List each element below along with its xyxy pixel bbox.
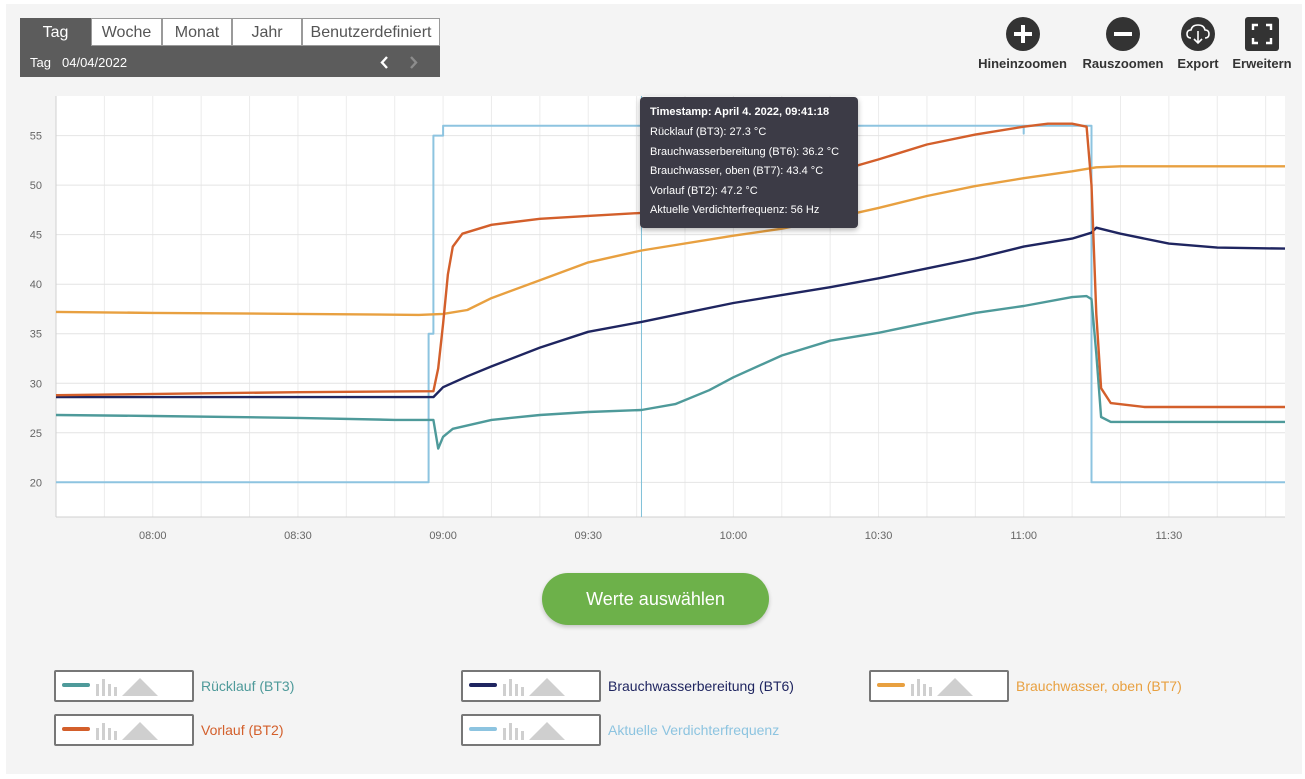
tab-benutzerdefiniert[interactable]: Benutzerdefiniert — [302, 18, 440, 46]
export-label: Export — [1177, 56, 1219, 71]
minus-circle-icon — [1106, 17, 1140, 51]
chart-type-icon — [96, 678, 158, 696]
x-tick-label: 10:00 — [720, 530, 748, 542]
time-range-selector: Tag Woche Monat Jahr Benutzerdefiniert T… — [20, 18, 440, 77]
x-tick-label: 11:00 — [1010, 530, 1037, 542]
legend-swatch — [877, 683, 905, 687]
series-line-bt7[interactable] — [55, 165, 1285, 317]
range-tabs: Tag Woche Monat Jahr Benutzerdefiniert — [20, 18, 440, 46]
legend-toggle[interactable] — [461, 714, 601, 746]
expand-icon — [1245, 17, 1279, 51]
tooltip-line-frequency: Aktuelle Verdichterfrequenz: 56 Hz — [650, 204, 820, 216]
expand-label: Erweitern — [1232, 56, 1292, 71]
y-tick-label: 55 — [30, 131, 42, 143]
x-tick-label: 10:30 — [865, 530, 893, 542]
export-button[interactable]: Export — [1176, 16, 1220, 71]
zoom-out-button[interactable]: Rauszoomen — [1082, 16, 1164, 71]
zoom-out-label: Rauszoomen — [1082, 56, 1164, 71]
legend-label: Vorlauf (BT2) — [201, 722, 284, 738]
tooltip-line-bt6: Brauchwasserbereitung (BT6): 36.2 °C — [650, 146, 840, 158]
date-row: Tag 04/04/2022 — [20, 48, 440, 77]
tooltip-title: Timestamp: April 4. 2022, 09:41:18 — [650, 106, 830, 118]
y-tick-label: 25 — [30, 428, 42, 440]
legend-toggle[interactable] — [54, 714, 194, 746]
legend-label: Brauchwasser, oben (BT7) — [1016, 678, 1182, 694]
y-tick-label: 30 — [30, 378, 42, 390]
legend-swatch — [469, 683, 497, 687]
x-tick-label: 11:30 — [1156, 530, 1183, 542]
x-tick-label: 09:30 — [574, 530, 602, 542]
tab-monat[interactable]: Monat — [162, 18, 232, 46]
chevron-left-icon[interactable] — [374, 48, 396, 77]
chart-type-icon — [503, 678, 565, 696]
plus-circle-icon — [1005, 17, 1040, 51]
x-tick-label: 08:30 — [284, 530, 312, 542]
expand-button[interactable]: Erweitern — [1230, 16, 1294, 71]
x-tick-label: 08:00 — [139, 530, 167, 542]
period-label: Tag — [30, 55, 51, 70]
chart-type-icon — [96, 722, 158, 740]
tab-tag[interactable]: Tag — [20, 18, 91, 46]
series-line-bt3[interactable] — [55, 294, 1285, 450]
legend-swatch — [62, 683, 90, 687]
tooltip-line-bt3: Rücklauf (BT3): 27.3 °C — [650, 126, 767, 138]
series-line-frequency[interactable] — [56, 124, 1285, 484]
tab-jahr[interactable]: Jahr — [232, 18, 302, 46]
legend-swatch — [62, 727, 90, 731]
legend-label: Brauchwasserbereitung (BT6) — [608, 678, 794, 694]
tooltip-line-bt2: Vorlauf (BT2): 47.2 °C — [650, 185, 758, 197]
zoom-in-label: Hineinzoomen — [978, 56, 1067, 71]
y-tick-label: 45 — [30, 230, 42, 242]
legend-swatch — [469, 727, 497, 731]
tab-woche[interactable]: Woche — [91, 18, 162, 46]
x-tick-label: 09:00 — [429, 530, 457, 542]
tooltip-line-bt7: Brauchwasser, oben (BT7): 43.4 °C — [650, 165, 824, 177]
chart-tooltip: Timestamp: April 4. 2022, 09:41:18 Rückl… — [640, 97, 858, 228]
y-tick-label: 40 — [30, 279, 42, 291]
legend-toggle[interactable] — [461, 670, 601, 702]
date-value[interactable]: 04/04/2022 — [62, 55, 128, 70]
series-line-bt6[interactable] — [56, 226, 1286, 399]
legend-label: Rücklauf (BT3) — [201, 678, 295, 694]
legend-label: Aktuelle Verdichterfrequenz — [608, 722, 780, 738]
y-tick-label: 35 — [30, 329, 42, 341]
y-tick-label: 50 — [30, 180, 42, 192]
chevron-right-icon[interactable] — [402, 48, 424, 77]
cloud-download-icon — [1181, 17, 1215, 51]
zoom-in-button[interactable]: Hineinzoomen — [977, 16, 1068, 71]
y-tick-label: 20 — [30, 477, 42, 489]
select-values-button[interactable]: Werte auswählen — [542, 573, 769, 625]
legend-toggle[interactable] — [869, 670, 1009, 702]
legend-toggle[interactable] — [54, 670, 194, 702]
chart-type-icon — [911, 678, 973, 696]
chart-type-icon — [503, 722, 565, 740]
